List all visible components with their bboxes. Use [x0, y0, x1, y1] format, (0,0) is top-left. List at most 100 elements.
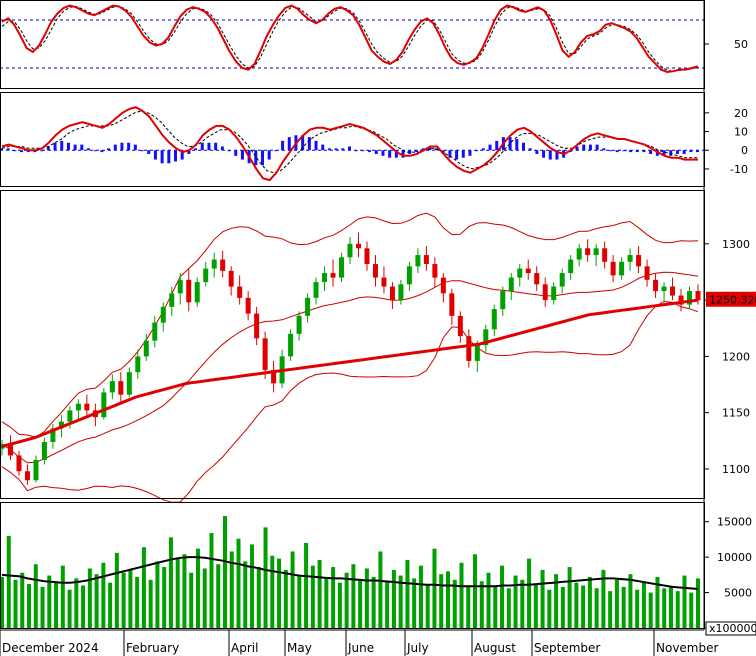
candle-body	[593, 248, 599, 256]
candle-body	[58, 421, 64, 429]
volume-bar	[283, 569, 288, 628]
volume-bar	[94, 574, 99, 628]
macd-histogram-bar	[381, 150, 385, 156]
volume-bar	[33, 564, 38, 628]
candle-body	[670, 286, 676, 296]
volume-bar	[641, 581, 646, 628]
price-panel: 130012501200115011001250.320	[0, 212, 756, 503]
volume-bar	[466, 586, 471, 628]
macd-histogram-bar	[522, 142, 525, 151]
candle-body	[143, 340, 149, 357]
candle-body	[160, 306, 166, 323]
candle-body	[288, 333, 294, 357]
macd-histogram-bar	[662, 150, 666, 156]
candle-body	[271, 369, 277, 384]
candle-body	[237, 286, 243, 298]
candle-body	[322, 273, 328, 283]
candle-body	[101, 392, 107, 418]
month-label-4: June	[347, 641, 374, 655]
volume-bar	[351, 564, 356, 628]
macd-histogram-bar	[401, 150, 405, 158]
macd-histogram-bar	[140, 150, 144, 152]
volume-bar	[358, 579, 363, 628]
macd-histogram-bar	[227, 150, 231, 152]
candle-body	[678, 295, 684, 305]
volume-bar	[486, 572, 491, 628]
macd-histogram-bar	[254, 150, 258, 166]
candle-body	[186, 279, 192, 303]
volume-bar	[121, 572, 126, 628]
macd-histogram-bar	[107, 148, 111, 151]
volume-bar	[520, 579, 525, 628]
macd-histogram-bar	[93, 150, 97, 152]
bollinger-middle-band	[1, 271, 699, 464]
macd-histogram-bar	[649, 150, 653, 154]
candle-body	[203, 268, 209, 283]
ma200-line	[1, 298, 699, 448]
candle-body	[517, 268, 523, 278]
candle-body	[135, 356, 141, 373]
candle-body	[585, 248, 591, 256]
volume-bar	[27, 584, 32, 628]
macd-histogram-bar	[207, 142, 211, 151]
macd-histogram-bar	[629, 150, 633, 153]
volume-bar	[128, 569, 133, 628]
volume-bar	[236, 538, 241, 628]
candle-body	[41, 441, 47, 460]
macd-histogram-bar	[481, 148, 485, 151]
volume-bar	[696, 578, 700, 628]
macd-histogram-bar	[635, 150, 639, 153]
volume-tick-label-1: 10000	[717, 551, 752, 564]
macd-signal-line	[1, 110, 698, 174]
candle-body	[228, 270, 234, 287]
macd-histogram-bar	[555, 150, 559, 160]
macd-histogram-bar	[368, 150, 372, 153]
price-tick-label-0: 1300	[722, 238, 750, 251]
macd-histogram-bar	[388, 150, 392, 158]
candle-body	[220, 259, 226, 271]
volume-bar	[216, 564, 221, 628]
macd-tick-label-1: 10	[734, 126, 748, 139]
macd-histogram-bar	[113, 144, 117, 151]
macd-histogram-bar	[528, 148, 532, 151]
candle-body	[542, 284, 548, 301]
candle-body	[109, 381, 115, 393]
candle-body	[330, 273, 336, 278]
macd-histogram-bar	[341, 148, 345, 151]
candle-body	[636, 255, 642, 267]
candle-body	[406, 266, 412, 285]
volume-tick-label-0: 15000	[717, 516, 752, 529]
candle-body	[254, 313, 260, 339]
volume-bar	[479, 581, 484, 628]
candle-body	[118, 381, 124, 395]
volume-bar	[371, 576, 376, 628]
volume-bar	[682, 575, 687, 628]
candle-body	[508, 277, 514, 292]
macd-histogram-bar	[535, 150, 539, 154]
bollinger-lower-band	[1, 300, 699, 503]
volume-bar	[155, 561, 160, 628]
price-tick-label-3: 1150	[722, 407, 750, 420]
macd-histogram-bar	[609, 150, 612, 152]
candle-body	[194, 282, 200, 303]
volume-bar	[621, 586, 626, 628]
macd-histogram-bar	[20, 150, 24, 153]
volume-bar	[54, 581, 59, 628]
volume-bar	[655, 576, 660, 628]
macd-histogram-bar	[40, 150, 44, 152]
macd-histogram-bar	[428, 146, 432, 151]
candle-body	[398, 284, 404, 301]
macd-histogram-bar	[542, 150, 546, 158]
macd-histogram-bar	[696, 150, 699, 153]
macd-histogram-bar	[394, 150, 398, 158]
macd-histogram-bar	[655, 150, 659, 156]
macd-histogram-bar	[153, 150, 157, 160]
candle-body	[126, 372, 132, 395]
macd-histogram-bar	[13, 150, 17, 152]
macd-histogram-bar	[274, 150, 278, 152]
macd-histogram-bar	[475, 150, 479, 152]
macd-histogram-bar	[575, 146, 579, 151]
volume-bar	[668, 586, 673, 628]
volume-bar	[87, 568, 92, 628]
candle-body	[568, 259, 574, 274]
